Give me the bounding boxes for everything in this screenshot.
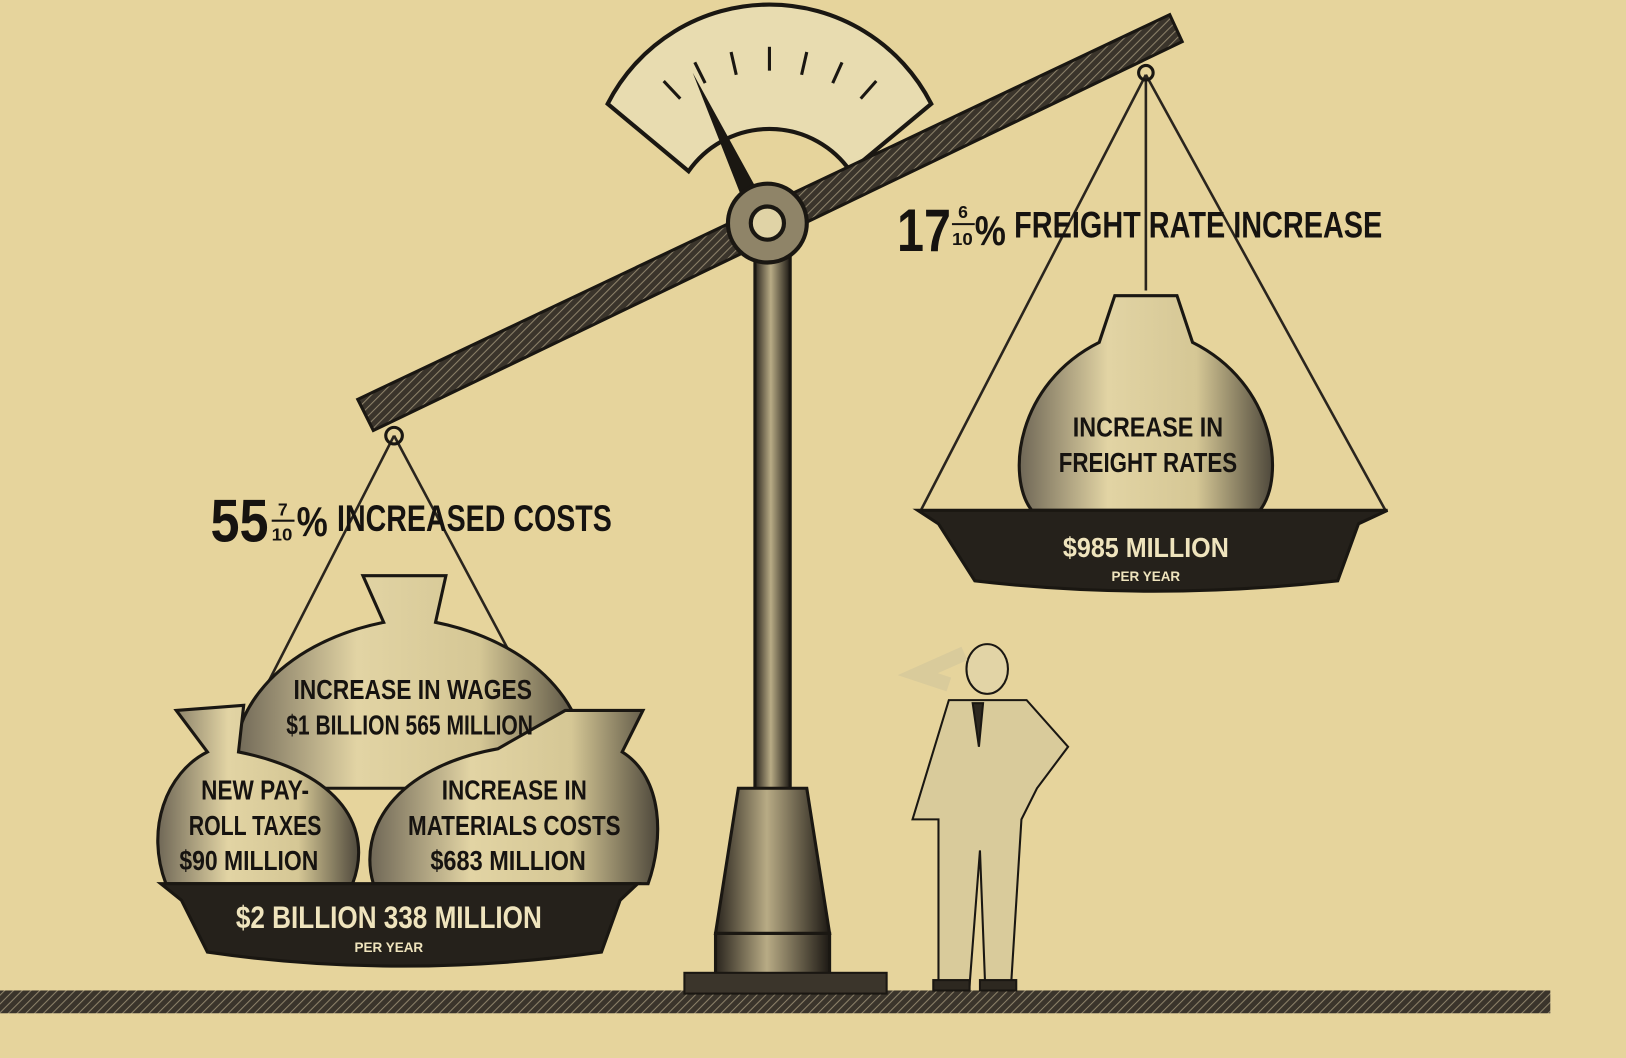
bag-line: $1 BILLION 565 MILLION <box>286 709 533 740</box>
page: 55 7 10 % INCREASED COSTS 17 6 10 % FREI… <box>0 0 1626 1058</box>
pan-period: PER YEAR <box>355 940 424 955</box>
whole: 17 <box>897 197 951 264</box>
illustration: 55 7 10 % INCREASED COSTS 17 6 10 % FREI… <box>0 0 1626 1058</box>
numerator: 6 <box>958 202 968 222</box>
bag-line: INCREASE IN <box>1073 412 1223 443</box>
bag-line: ROLL TAXES <box>189 810 322 841</box>
bag-line: INCREASE IN <box>442 775 587 806</box>
bag-line: NEW PAY- <box>201 775 309 806</box>
pan-period: PER YEAR <box>1112 569 1181 584</box>
bag-line: FREIGHT RATES <box>1059 447 1237 478</box>
numerator: 7 <box>278 500 288 520</box>
pan-amount: $985 MILLION <box>1063 532 1229 563</box>
base-plate <box>684 973 886 994</box>
percent: % <box>297 498 328 545</box>
bag-line: MATERIALS COSTS <box>408 810 621 841</box>
whole: 55 <box>211 487 269 554</box>
heading-text: INCREASED COSTS <box>337 497 612 539</box>
pivot-hub <box>751 206 784 239</box>
percent: % <box>975 207 1006 254</box>
heading-text: FREIGHT RATE INCREASE <box>1014 204 1382 246</box>
bag-line: $683 MILLION <box>430 845 586 876</box>
denominator: 10 <box>952 229 973 249</box>
denominator: 10 <box>272 524 293 544</box>
pillar-foot <box>716 933 830 974</box>
bag-line: INCREASE IN WAGES <box>293 674 532 705</box>
pan-amount: $2 BILLION 338 MILLION <box>236 900 542 935</box>
bag-line: $90 MILLION <box>179 845 318 876</box>
